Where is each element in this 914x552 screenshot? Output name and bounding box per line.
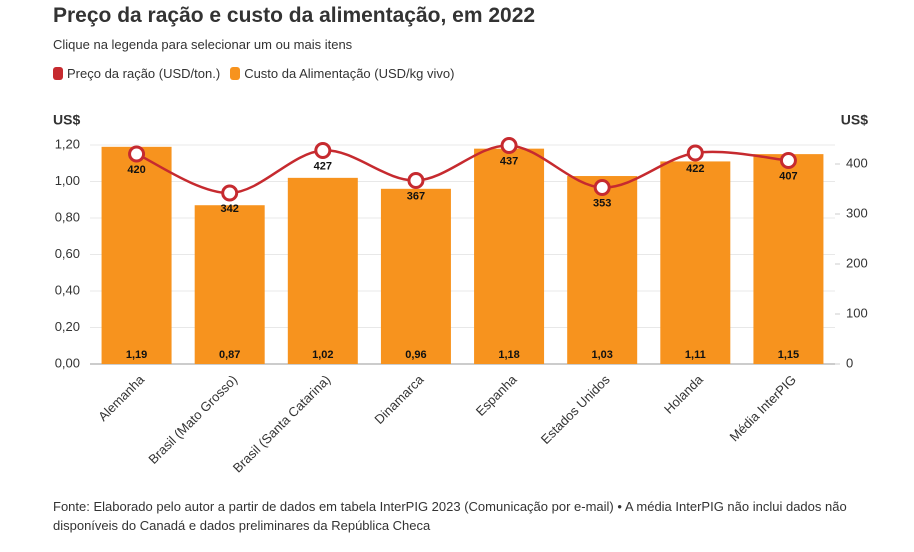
line-value-label: 427: [314, 160, 332, 172]
bar-value-label: 1,03: [591, 349, 612, 361]
x-tick-label: Estados Unidos: [538, 372, 613, 447]
bar-value-label: 1,18: [498, 349, 519, 361]
y-axis-label: US$: [53, 112, 80, 128]
line-value-label: 420: [127, 164, 145, 176]
x-tick-label: Espanha: [473, 371, 520, 418]
y-tick-label: 0,40: [55, 282, 80, 297]
bar-value-label: 0,87: [219, 349, 240, 361]
y-tick-label: 0,80: [55, 209, 80, 224]
bar: [567, 176, 638, 364]
line-point: [593, 179, 611, 196]
bar: [753, 154, 824, 364]
legend-swatch: [53, 67, 63, 80]
legend-item[interactable]: Custo da Alimentação (USD/kg vivo): [230, 66, 454, 81]
y2-axis-label: US$: [841, 112, 868, 128]
chart-subtitle: Clique na legenda para selecionar um ou …: [53, 37, 353, 52]
line-point: [221, 184, 239, 202]
legend: Preço da ração (USD/ton.) Custo da Alimen…: [53, 66, 454, 81]
bar-value-label: 1,15: [778, 349, 799, 361]
x-tick-label: Média InterPIG: [727, 372, 799, 444]
line-value-label: 407: [779, 170, 797, 182]
legend-item[interactable]: Preço da ração (USD/ton.): [53, 66, 220, 81]
bar: [194, 205, 265, 364]
line-value-label: 437: [500, 155, 518, 167]
bar: [287, 177, 358, 364]
y-tick-label: 0,20: [55, 319, 80, 334]
x-tick-label: Alemanha: [95, 371, 148, 424]
y-tick-label: 1,20: [55, 136, 80, 151]
bar-value-label: 1,19: [126, 349, 147, 361]
line-value-label: 422: [686, 163, 704, 175]
x-tick-label: Dinamarca: [371, 371, 427, 427]
x-tick-label: Brasil (Mato Grosso): [145, 372, 240, 467]
line-value-label: 367: [407, 190, 425, 202]
line-point: [686, 144, 704, 162]
x-tick-label: Brasil (Santa Catarina): [230, 372, 334, 476]
legend-label: Custo da Alimentação (USD/kg vivo): [244, 66, 455, 81]
bar: [474, 148, 545, 364]
x-tick-label: Holanda: [661, 371, 706, 416]
y2-tick-label: 0: [846, 355, 853, 370]
line-point: [500, 137, 518, 154]
bar: [101, 146, 172, 364]
y-tick-label: 0,60: [55, 246, 80, 261]
legend-label: Preço da ração (USD/ton.): [67, 66, 221, 81]
y2-tick-label: 200: [846, 255, 868, 270]
bar-value-label: 0,96: [405, 349, 426, 361]
line: [136, 144, 789, 195]
legend-swatch: [230, 67, 241, 80]
line-value-label: 342: [221, 203, 239, 215]
y2-tick-label: 400: [846, 155, 868, 170]
bar: [660, 161, 731, 364]
source-note: Fonte: Elaborado pelo autor a partir de …: [53, 499, 847, 533]
line-point: [407, 172, 425, 189]
line-point: [128, 145, 146, 163]
y2-tick-label: 300: [846, 205, 868, 220]
chart-title: Preço da ração e custo da alimentação, e…: [53, 4, 536, 27]
line-point: [779, 152, 797, 169]
bar-value-label: 1,02: [312, 349, 333, 361]
line-point: [314, 142, 332, 159]
line-value-label: 353: [593, 197, 611, 209]
y-tick-label: 0,00: [55, 355, 80, 370]
y2-tick-label: 100: [846, 305, 868, 320]
y-tick-label: 1,00: [55, 173, 80, 188]
bar-value-label: 1,11: [685, 349, 706, 361]
bar: [380, 188, 451, 364]
